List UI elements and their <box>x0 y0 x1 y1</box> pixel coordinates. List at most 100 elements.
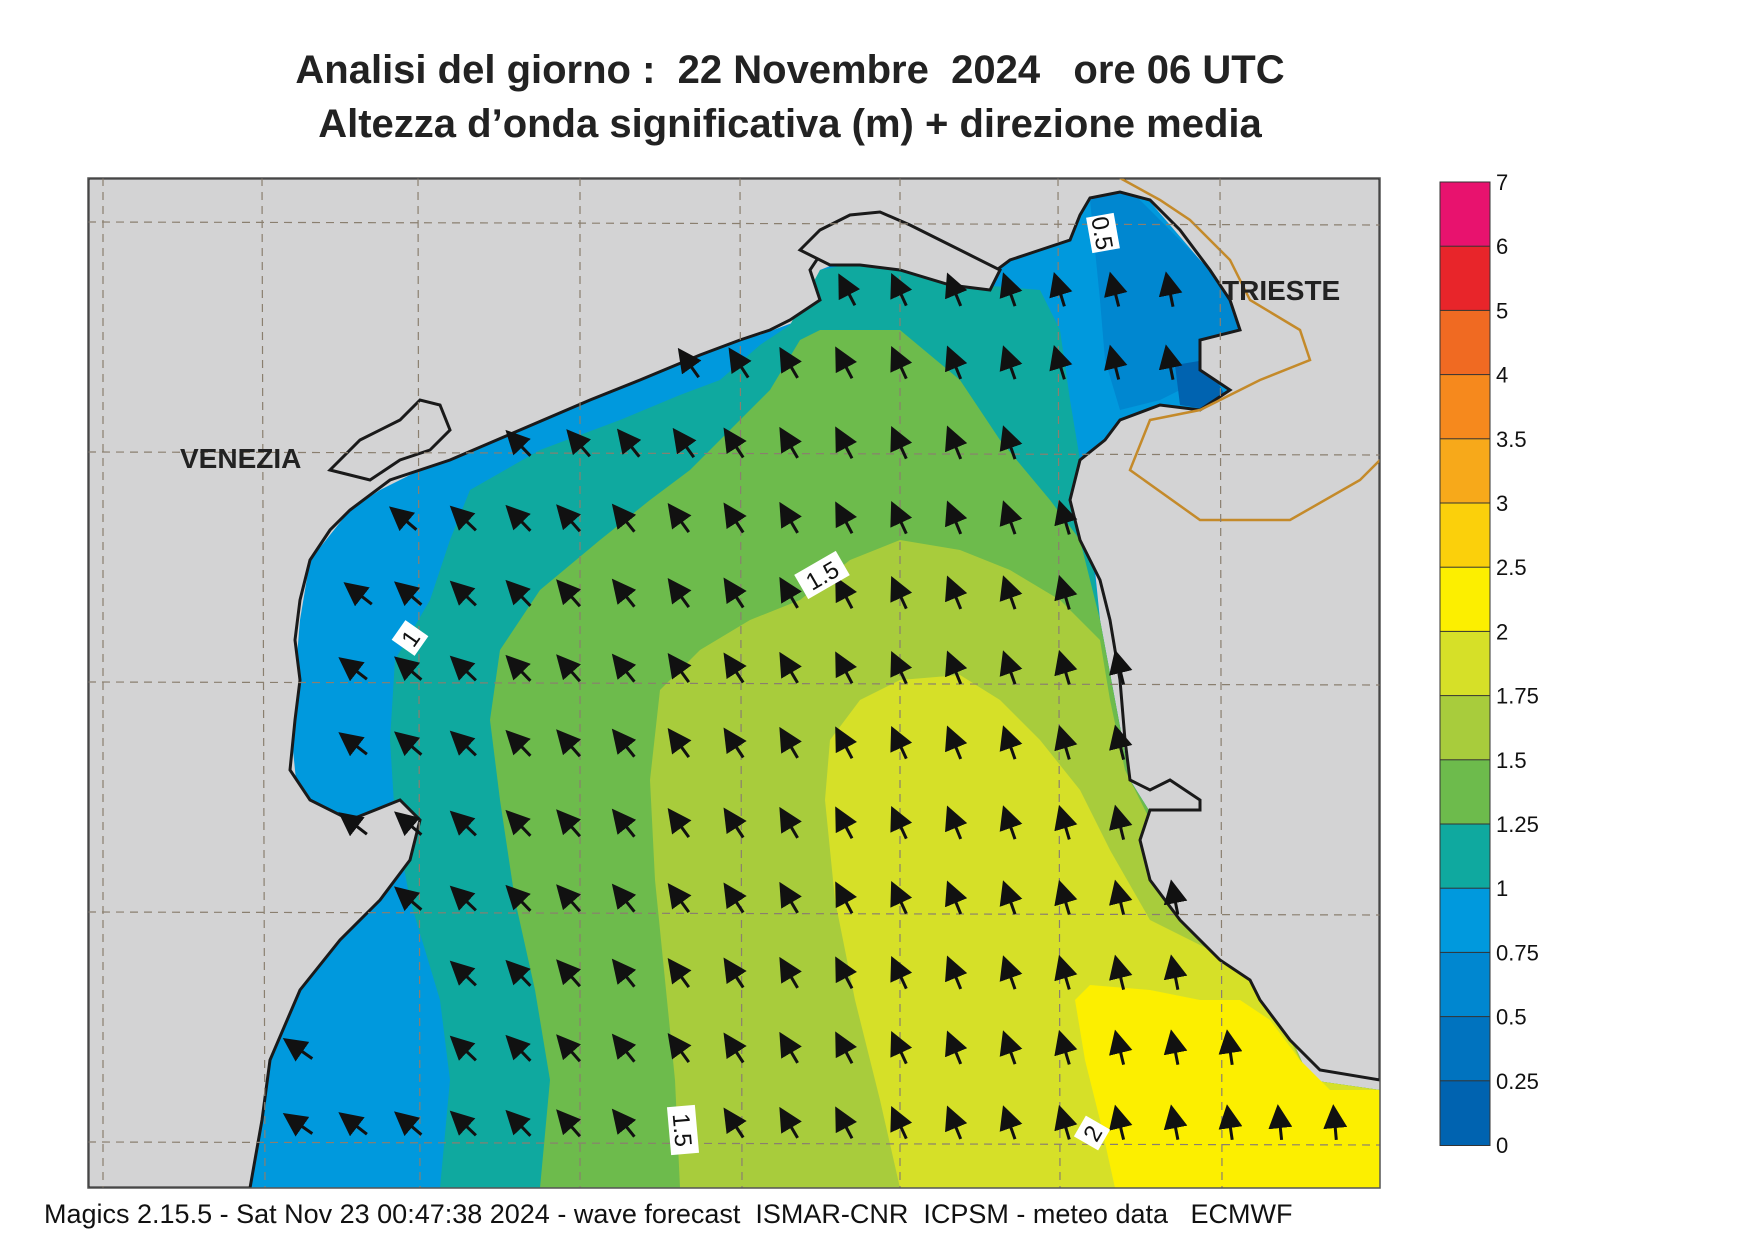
wave-arrow <box>667 503 692 533</box>
wave-arrow <box>505 654 532 682</box>
wave-arrow <box>723 652 747 684</box>
wave-arrow <box>1054 499 1078 535</box>
wave-arrow <box>835 956 858 989</box>
wave-arrow <box>835 726 858 759</box>
colorbar-swatch <box>1439 759 1491 825</box>
wave-arrow <box>1109 1029 1133 1065</box>
wave-arrow <box>728 347 752 379</box>
wave-arrow <box>779 1031 802 1064</box>
wave-arrow <box>1104 344 1128 380</box>
colorbar-swatch <box>1439 438 1491 504</box>
wave-arrow <box>1104 271 1128 307</box>
wave-arrow <box>1163 1029 1188 1065</box>
wave-arrow <box>338 732 368 757</box>
colorbar-label: 7 <box>1496 170 1508 195</box>
wave-arrow <box>723 427 747 459</box>
wave-arrow <box>1054 954 1078 990</box>
place-label-trieste: TRIESTE <box>1222 275 1340 306</box>
wave-arrow <box>1109 954 1133 990</box>
colorbar-swatch <box>1439 630 1491 697</box>
wave-arrow <box>389 506 418 532</box>
wave-arrow <box>999 880 1023 915</box>
wave-arrow <box>945 650 968 685</box>
wave-arrow <box>999 575 1023 610</box>
colorbar-swatch <box>1439 823 1491 890</box>
colorbar-swatch <box>1439 566 1491 633</box>
wave-arrow <box>556 1034 582 1063</box>
wave-arrow <box>890 650 913 685</box>
wave-arrow <box>667 958 692 988</box>
colorbar-label: 1.75 <box>1496 684 1539 709</box>
wave-arrow <box>611 728 637 758</box>
wave-arrow <box>779 1106 802 1139</box>
wave-arrow <box>556 884 582 913</box>
wave-arrow <box>835 576 858 609</box>
wave-arrow <box>667 578 692 608</box>
wave-arrow <box>945 1030 968 1065</box>
wave-arrow <box>449 730 477 757</box>
colorbar-label: 3.5 <box>1496 427 1527 452</box>
wave-arrow <box>556 729 582 758</box>
wave-arrow <box>890 272 913 307</box>
lagoon-islands <box>327 398 452 482</box>
wave-arrow <box>505 504 532 532</box>
title-line-1: Analisi del giorno : 22 Novembre 2024 or… <box>295 48 1285 92</box>
colorbar-label: 0.75 <box>1496 940 1539 965</box>
wave-arrow <box>945 425 968 460</box>
sea-0-0.25 <box>1175 360 1225 410</box>
border-line <box>1119 178 1380 522</box>
wave-arrow <box>505 429 532 457</box>
wave-arrow <box>667 808 692 838</box>
wave-arrow <box>449 580 477 607</box>
wave-arrow <box>999 650 1023 685</box>
colorbar-label: 4 <box>1496 363 1508 388</box>
wave-arrow <box>611 958 637 988</box>
wave-arrow <box>338 657 368 682</box>
wave-arrow <box>282 1037 314 1062</box>
wave-arrow <box>890 575 913 610</box>
wave-arrow <box>1109 804 1133 840</box>
wave-arrow <box>343 582 373 607</box>
wave-arrow <box>556 579 582 608</box>
wave-arrow <box>999 345 1023 380</box>
wave-arrow <box>838 273 861 306</box>
wave-arrow <box>394 886 423 912</box>
wave-arrow <box>667 728 692 758</box>
wave-arrow <box>505 579 532 607</box>
wave-arrow <box>779 426 802 459</box>
wave-arrow <box>338 812 368 837</box>
wave-arrow <box>723 1107 747 1139</box>
wave-arrow <box>677 347 702 379</box>
wave-arrow <box>394 1111 423 1137</box>
wave-arrow <box>723 807 747 839</box>
colorbar-swatch <box>1439 695 1491 761</box>
wave-arrow <box>449 885 477 912</box>
wave-arrow <box>779 806 802 839</box>
wave-arrow <box>890 345 913 380</box>
wave-arrow <box>449 505 477 532</box>
wave-arrow <box>616 428 642 458</box>
wave-arrow <box>723 1032 747 1064</box>
wave-arrow <box>779 501 802 534</box>
wave-arrow <box>1218 1104 1243 1141</box>
wave-arrow <box>1049 271 1073 307</box>
colorbar: 7 6 5 4 3.5 3 2.5 2 1.75 1.5 1.25 1 0.75 0.5 0.25 0 <box>1439 170 1539 1158</box>
wave-arrow <box>1158 271 1183 307</box>
wave-arrow <box>945 345 968 380</box>
svg-text:0.5: 0.5 <box>1085 214 1117 252</box>
wave-arrow <box>556 959 582 988</box>
colorbar-swatch <box>1439 374 1491 440</box>
wave-arrow <box>672 427 697 459</box>
wave-arrow <box>835 881 858 914</box>
wave-arrow <box>505 809 532 837</box>
contour-label: 1.5 <box>667 1104 700 1156</box>
wave-arrow <box>1268 1104 1293 1141</box>
wave-arrow <box>449 960 477 987</box>
colorbar-label: 0.5 <box>1496 1005 1527 1030</box>
contour-label: 0.5 <box>1085 212 1120 254</box>
wave-arrow <box>779 346 802 379</box>
wave-arrow <box>835 346 858 379</box>
footer-credits: Magics 2.15.5 - Sat Nov 23 00:47:38 2024… <box>44 1199 1293 1229</box>
wave-arrow <box>890 500 913 535</box>
colorbar-swatch <box>1439 245 1491 312</box>
